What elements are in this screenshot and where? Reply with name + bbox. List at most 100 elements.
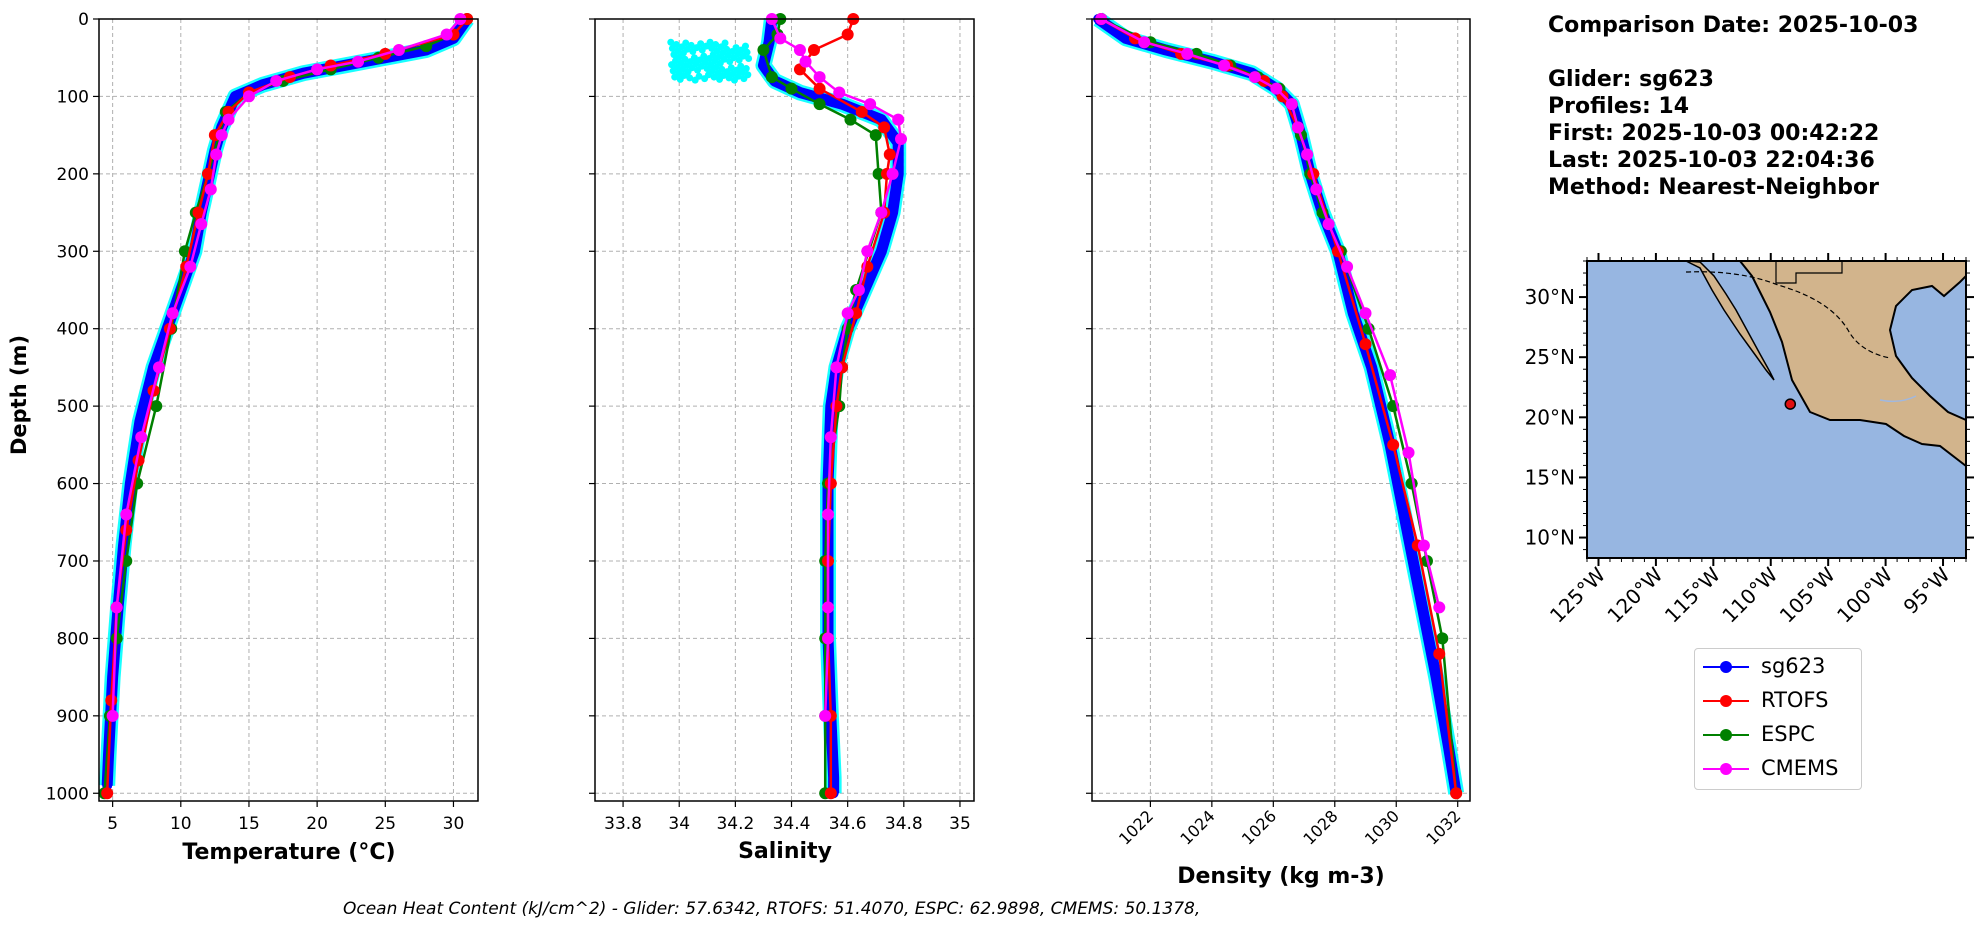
depth-axis-label: Depth (m)	[7, 335, 31, 455]
legend-marker	[1720, 661, 1732, 673]
data-point-espc	[150, 400, 163, 413]
density-panel: 1022 1024 1026 1028 1030 1032	[1086, 12, 1471, 849]
data-point-cmems	[1322, 218, 1335, 231]
data-point-sg623	[134, 416, 145, 427]
data-point-sg623	[758, 60, 769, 71]
data-point-rtofs	[101, 787, 114, 800]
legend-marker	[1720, 763, 1732, 775]
raw-salinity-point	[725, 74, 733, 82]
y-tick-label: 800	[57, 629, 89, 649]
legend: sg623 RTOFS ESPC CMEMS	[1694, 648, 1862, 790]
method: Method: Nearest-Neighbor	[1548, 175, 1879, 200]
data-point-cmems	[1301, 148, 1314, 161]
raw-salinity-point	[703, 65, 711, 73]
data-point-cmems	[895, 133, 908, 146]
data-point-rtofs	[807, 43, 820, 56]
info-panel: Comparison Date: 2025-10-03 Glider: sg62…	[1548, 12, 1918, 201]
raw-salinity-point	[667, 38, 675, 46]
data-point-cmems	[1218, 59, 1231, 72]
data-point-sg623	[1431, 672, 1442, 683]
data-point-cmems	[1181, 47, 1194, 60]
y-tick-label: 700	[57, 552, 89, 572]
data-point-sg623	[887, 207, 898, 218]
x-tick-label: 1026	[1238, 806, 1280, 848]
raw-salinity-point	[671, 73, 679, 81]
data-point-cmems	[195, 218, 208, 231]
data-point-cmems	[1291, 121, 1304, 134]
raw-salinity-point	[730, 76, 738, 84]
data-point-rtofs	[878, 121, 891, 134]
profiles-count: Profiles: 14	[1548, 94, 1690, 119]
x-tick-label: 33.8	[604, 814, 642, 834]
data-point-sg623	[1400, 517, 1411, 528]
us-mexico-border	[1775, 261, 1843, 284]
x-tick-label: 34.2	[716, 814, 754, 834]
raw-salinity-point	[712, 63, 720, 71]
raw-salinity-point	[701, 75, 709, 83]
data-point-cmems	[135, 431, 148, 444]
raw-salinity-point	[716, 75, 724, 83]
data-point-rtofs	[850, 307, 863, 320]
lon-tick-label: 100°W	[1832, 562, 1897, 627]
data-point-cmems	[392, 43, 405, 56]
data-point-espc	[813, 98, 826, 111]
x-tick-label: 30	[443, 814, 465, 834]
data-point-cmems	[864, 98, 877, 111]
raw-salinity-point	[694, 66, 702, 74]
data-point-cmems	[822, 632, 835, 645]
legend-item-espc: ESPC	[1703, 721, 1858, 749]
data-point-rtofs	[1387, 438, 1400, 451]
y-tick-label: 300	[57, 242, 89, 262]
data-point-cmems	[793, 43, 806, 56]
data-point-cmems	[1138, 36, 1151, 49]
x-tick-label: 34.6	[829, 814, 867, 834]
data-point-rtofs	[883, 148, 896, 161]
x-tick-label: 25	[374, 814, 396, 834]
raw-salinity-point	[740, 75, 748, 83]
axes-frame	[98, 18, 479, 802]
data-point-cmems	[774, 32, 787, 45]
data-point-cmems	[892, 113, 905, 126]
y-tick-label: 400	[57, 320, 89, 340]
data-point-cmems	[184, 260, 197, 273]
last-time: Last: 2025-10-03 22:04:36	[1548, 148, 1875, 173]
map-frame	[1586, 260, 1967, 559]
y-tick-label: 600	[57, 475, 89, 495]
y-tick-label: 500	[57, 397, 89, 417]
data-point-rtofs	[1450, 787, 1463, 800]
data-point-espc	[757, 43, 770, 56]
x-tick-label: 1028	[1299, 806, 1341, 848]
raw-salinity-point	[668, 61, 676, 69]
river-line	[1879, 395, 1917, 403]
lat-tick-label: 25°N	[1525, 345, 1575, 369]
x-tick-label: 10	[170, 814, 192, 834]
raw-salinity-point	[708, 44, 716, 52]
location-map: 30°N 25°N 20°N 15°N 10°N 125°W120°W115°W110°W…	[1525, 253, 1974, 628]
legend-marker	[1720, 729, 1732, 741]
legend-label: RTOFS	[1761, 688, 1829, 712]
data-point-espc	[1405, 477, 1418, 490]
baja-peninsula	[1685, 260, 1775, 381]
y-tick-label: 100	[57, 87, 89, 107]
data-point-cmems	[120, 508, 133, 521]
data-point-cmems	[1285, 98, 1298, 111]
data-point-rtofs	[813, 82, 826, 95]
glider-name: Glider: sg623	[1548, 67, 1714, 92]
data-point-cmems	[861, 245, 874, 258]
x-tick-label: 34.8	[885, 814, 923, 834]
raw-salinity-point	[669, 67, 677, 75]
lat-tick-label: 20°N	[1525, 405, 1575, 429]
comparison-date: Comparison Date: 2025-10-03	[1548, 13, 1919, 38]
lon-tick-label: 95°W	[1899, 562, 1955, 618]
data-point-cmems	[1270, 82, 1283, 95]
x-tick-label: 34.4	[773, 814, 811, 834]
y-tick-label: 900	[57, 707, 89, 727]
data-point-cmems	[210, 148, 223, 161]
data-point-espc	[872, 167, 885, 180]
data-point-cmems	[1248, 71, 1261, 84]
series-line-sg623-raw	[99, 14, 474, 786]
state-border	[1685, 271, 1891, 359]
data-point-cmems	[819, 709, 832, 722]
raw-salinity-point	[726, 58, 734, 66]
